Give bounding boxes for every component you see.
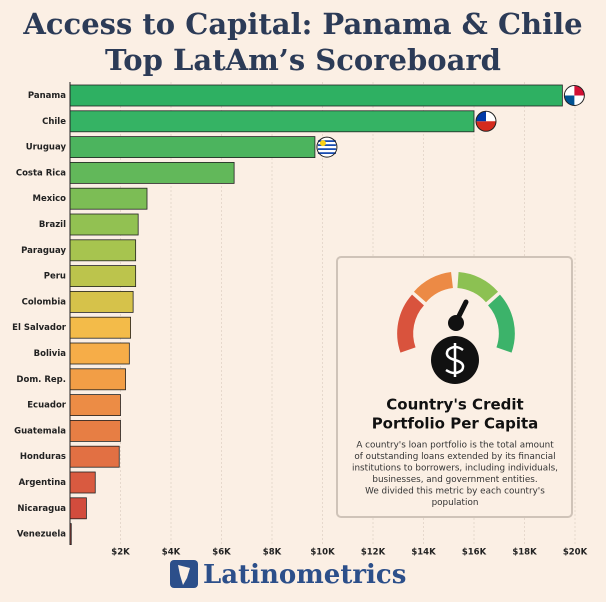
bar (69, 342, 130, 365)
info-text: We divided this metric by each country's (365, 487, 545, 497)
y-tick-label: Guatemala (14, 426, 66, 436)
bar (69, 445, 120, 468)
brand-logo-map (178, 565, 190, 585)
bar (69, 161, 235, 184)
x-tick-label: $18K (512, 548, 537, 558)
gauge-red (397, 294, 425, 353)
info-title: Portfolio Per Capita (372, 415, 539, 433)
y-tick-label: Mexico (33, 194, 67, 204)
gauge-lightgreen (457, 272, 499, 303)
y-tick-label: Brazil (39, 220, 66, 230)
dollar-sign (445, 343, 465, 377)
flag-sun (319, 140, 326, 147)
info-text: businesses, and government entities. (372, 475, 537, 485)
info-text: A country's loan portfolio is the total … (356, 441, 554, 451)
y-tick-label: Nicaragua (17, 504, 66, 514)
y-tick-label: Chile (42, 117, 66, 127)
y-tick-label: Bolivia (34, 349, 67, 359)
gauge-orange (413, 272, 454, 303)
y-tick-label: Colombia (22, 297, 67, 307)
bar (69, 84, 563, 107)
flag-blue (564, 95, 575, 106)
bar (69, 136, 316, 159)
flag-border (316, 136, 338, 158)
info-title: Country's Credit (386, 396, 523, 414)
bar (69, 239, 137, 262)
bar (69, 471, 96, 494)
y-tick-label: Paraguay (21, 246, 66, 256)
info-text: population (432, 498, 479, 508)
info-box: Country's Credit Portfolio Per Capita A … (336, 256, 573, 518)
bar (69, 290, 134, 313)
bar (69, 419, 121, 442)
x-tick-label: $16K (462, 548, 487, 558)
bar (69, 316, 131, 339)
bar (69, 265, 137, 288)
bar (69, 497, 87, 520)
bars: Panama Chile Uruguay Costa Rica Mexico Brazil… (12, 84, 585, 545)
x-tick-label: $8K (263, 548, 282, 558)
y-tick-label: Honduras (20, 452, 66, 462)
flag-red (574, 85, 585, 96)
flag-icon (316, 136, 338, 158)
flag-stripe (317, 148, 336, 150)
y-tick-label: Dom. Rep. (16, 375, 66, 385)
bar (69, 110, 475, 133)
flag-blue (476, 111, 486, 122)
y-tick-label: El Salvador (12, 323, 67, 333)
flag-stripe (317, 140, 336, 142)
flag-border (563, 85, 585, 106)
bar (69, 187, 148, 210)
x-tick-label: $20K (563, 548, 588, 558)
flag-border (475, 110, 497, 132)
bar (69, 213, 139, 236)
gauge-hub (448, 315, 464, 331)
x-tick-label: $4K (162, 548, 181, 558)
y-tick-label: Venezuela (17, 530, 66, 540)
flag-icon (563, 85, 585, 106)
bar (69, 394, 121, 417)
y-tick-label: Uruguay (26, 143, 67, 153)
info-text: of outstanding loans extended by its fin… (354, 452, 555, 462)
chart-title: Access to Capital: Panama & Chile (22, 7, 582, 41)
y-tick-label: Ecuador (27, 401, 67, 411)
brand: Latinometrics (203, 560, 406, 590)
x-tick-label: $2K (111, 548, 130, 558)
info-text: institutions to borrowers, including ind… (352, 464, 558, 474)
y-tick-label: Costa Rica (16, 168, 66, 178)
x-tick-label: $10K (310, 548, 335, 558)
flag-stripe (317, 144, 336, 146)
flag-stripe (317, 152, 336, 154)
x-tick-label: $14K (411, 548, 436, 558)
bar (69, 368, 126, 391)
x-tick-label: $12K (361, 548, 386, 558)
chart-title: Top LatAm’s Scoreboard (105, 43, 501, 77)
gauge-green (487, 294, 515, 353)
y-tick-label: Argentina (19, 478, 67, 488)
x-tick-label: $6K (212, 548, 231, 558)
y-tick-label: Peru (44, 272, 66, 282)
flag-icon (475, 110, 497, 132)
y-tick-label: Panama (28, 91, 66, 101)
